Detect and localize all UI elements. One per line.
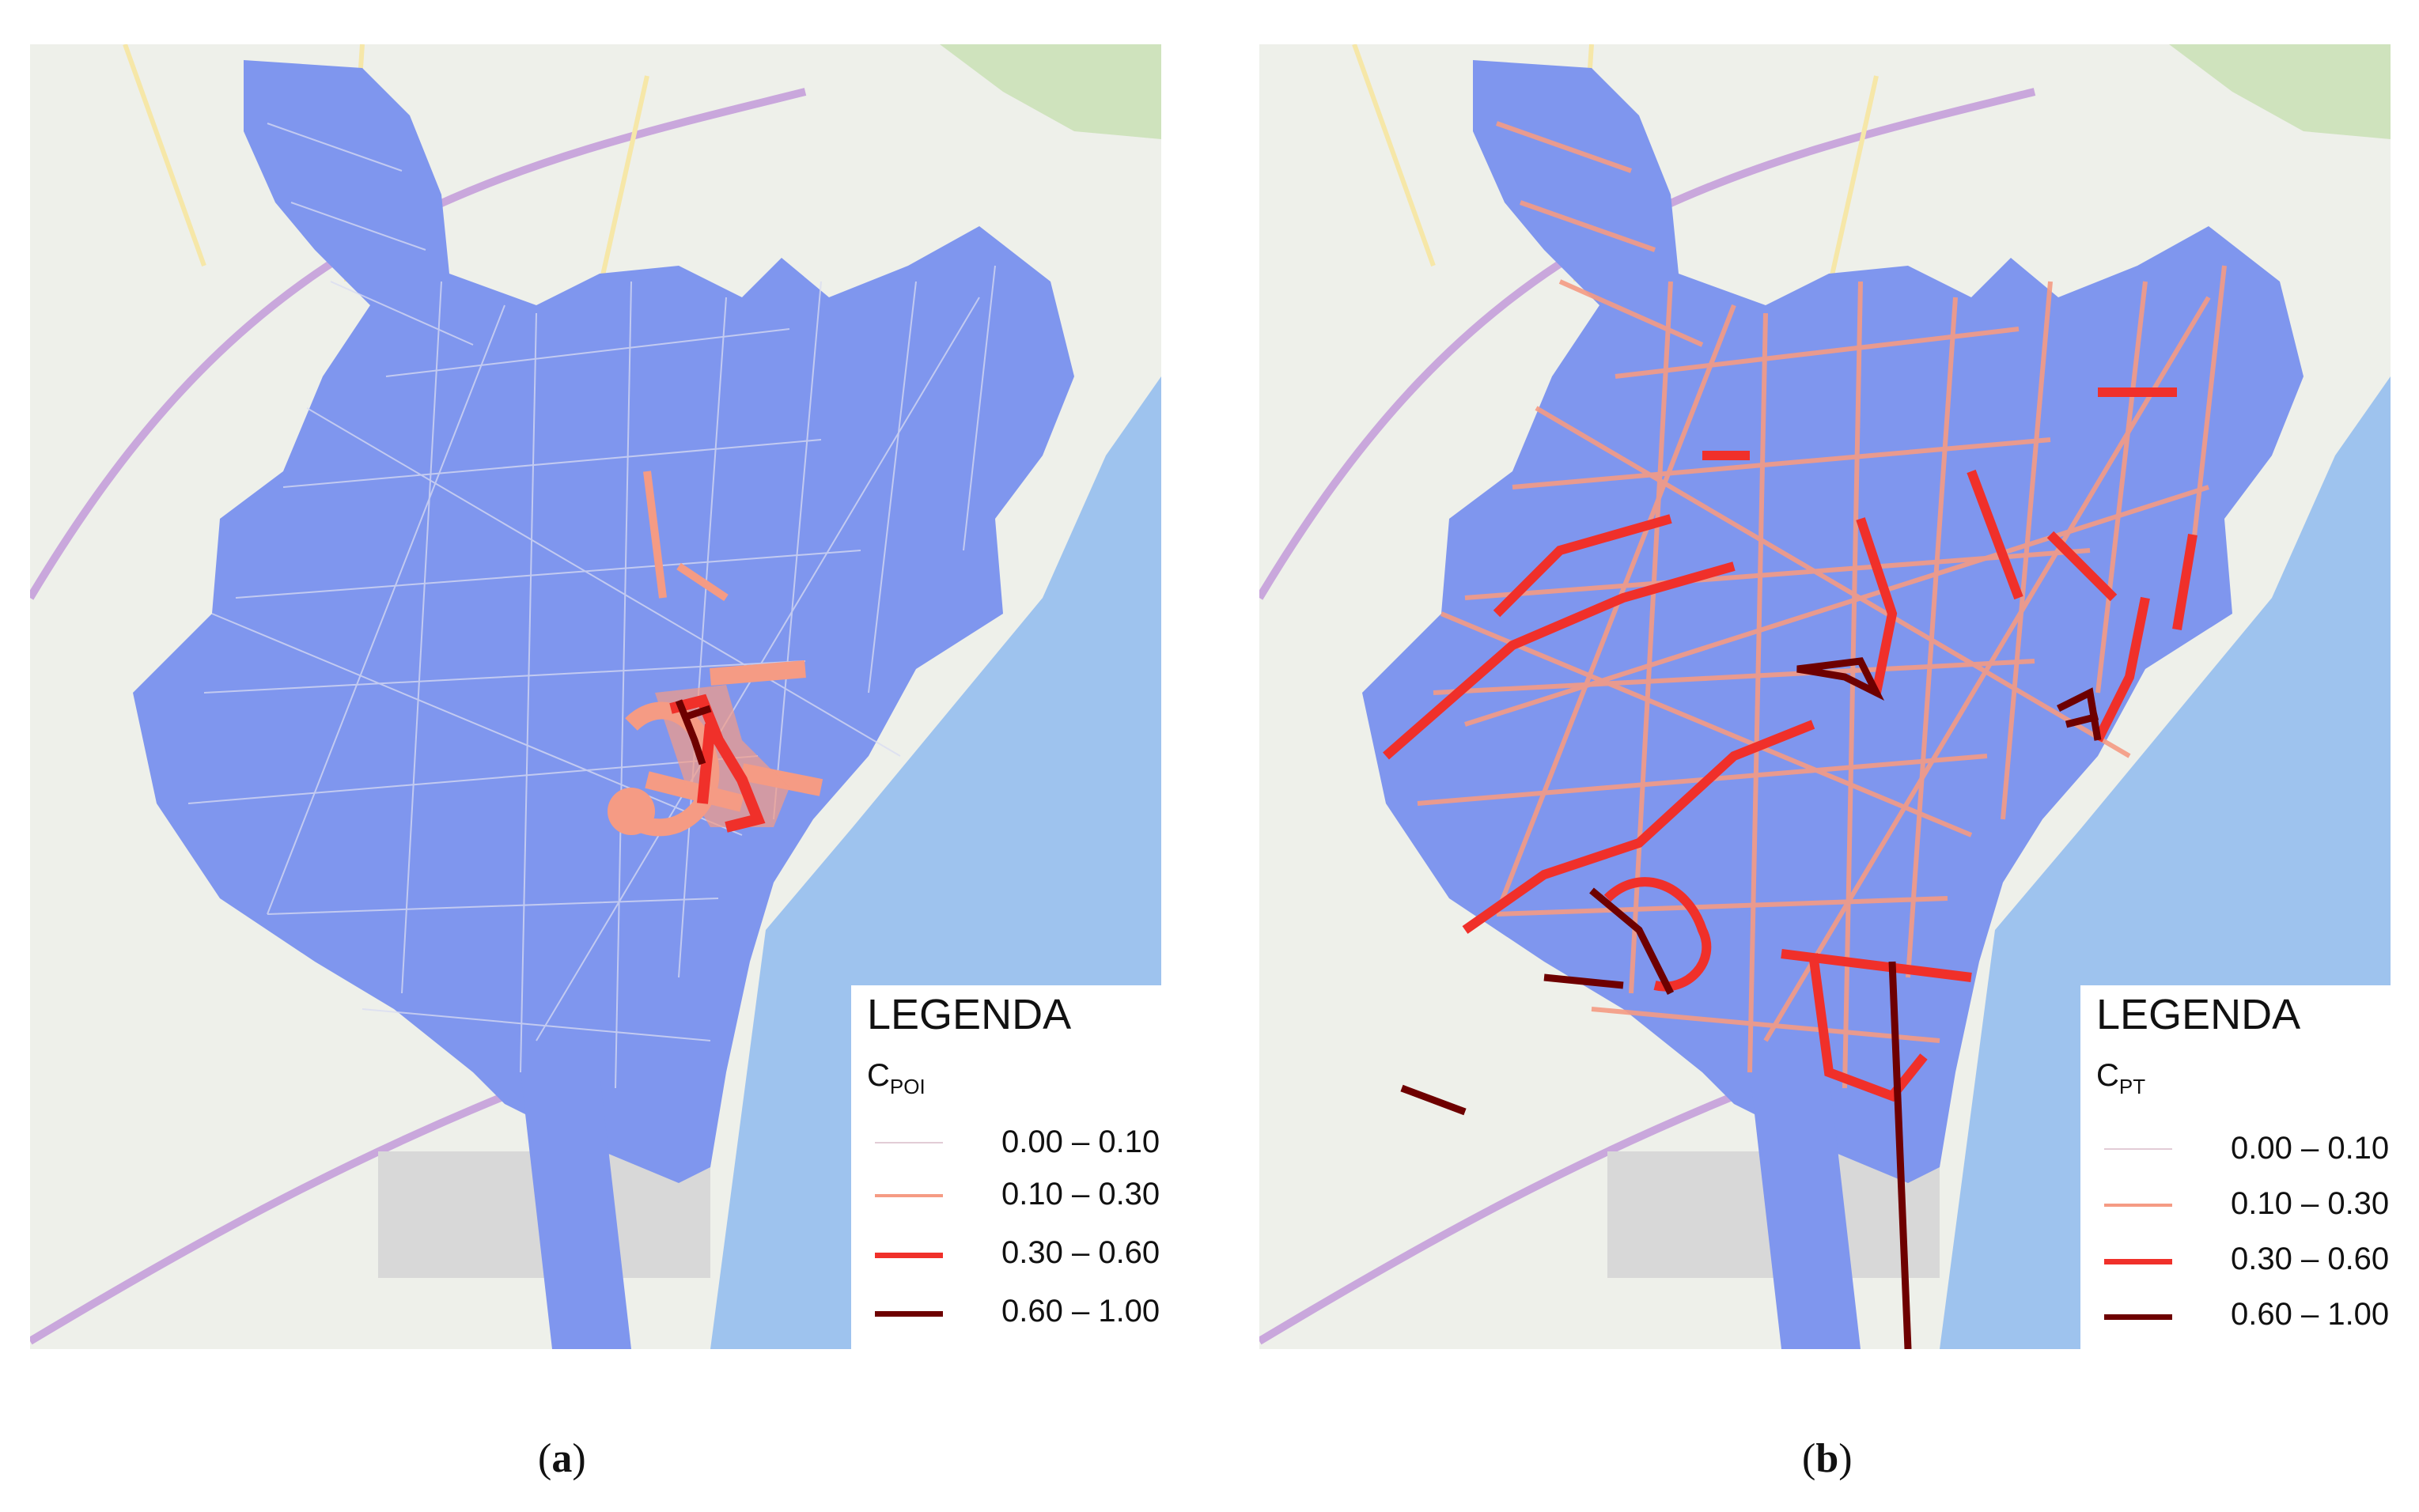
caption-a: (a) [538,1435,586,1482]
legend-class-1: 0.00 – 0.10 [867,1120,1160,1167]
legend-class-4: 0.60 – 1.00 [2096,1292,2389,1340]
legend-a: LEGENDA CPOI 0.00 – 0.10 0.10 – 0.30 0.3… [851,985,1161,1349]
caption-letter: b [1815,1436,1839,1481]
highway-south [30,1092,506,1345]
legend-class-3: 0.30 – 0.60 [2096,1237,2389,1284]
highway-south [1259,1092,1736,1345]
map-panel-a: LEGENDA CPOI 0.00 – 0.10 0.10 – 0.30 0.3… [30,44,1161,1349]
legend-swatch [875,1311,943,1317]
caption-close-paren: ) [572,1436,586,1481]
accessibility-lines-a [608,471,823,837]
caption-open-paren: ( [538,1436,552,1481]
accessibility-lines-b-high [1400,657,2102,1349]
legend-swatch [2104,1148,2172,1150]
caption-b: (b) [1802,1435,1853,1482]
legend-swatch [875,1253,943,1258]
legend-variable-subscript: POI [889,1075,926,1098]
legend-variable-main: C [2096,1058,2119,1093]
legend-variable: CPOI [867,1058,926,1099]
legend-class-label: 0.10 – 0.30 [2231,1186,2390,1221]
legend-swatch [2104,1314,2172,1320]
legend-title: LEGENDA [867,991,1072,1038]
legend-variable-main: C [867,1058,890,1093]
legend-variable-subscript: PT [2118,1075,2146,1098]
accessibility-lines-b-low [1417,121,2227,1089]
legend-class-label: 0.30 – 0.60 [1001,1235,1160,1270]
map-panel-b: LEGENDA CPT 0.00 – 0.10 0.10 – 0.30 0.30… [1259,44,2391,1349]
city-area-south [521,1072,631,1349]
caption-open-paren: ( [1802,1436,1816,1481]
legend-swatch [2104,1259,2172,1264]
legend-class-label: 0.00 – 0.10 [1001,1125,1160,1159]
legend-class-label: 0.60 – 1.00 [2231,1297,2390,1332]
legend-variable: CPT [2096,1058,2145,1099]
legend-class-label: 0.10 – 0.30 [1001,1177,1160,1211]
road-network [187,123,996,1089]
legend-class-2: 0.10 – 0.30 [867,1172,1160,1219]
legend-title: LEGENDA [2096,991,2301,1038]
legend-class-label: 0.60 – 1.00 [1001,1294,1160,1329]
accessibility-lines-b-mid [1383,387,2198,1102]
legend-class-1: 0.00 – 0.10 [2096,1126,2389,1174]
legend-class-4: 0.60 – 1.00 [867,1289,1160,1336]
caption-close-paren: ) [1838,1436,1853,1481]
legend-swatch [875,1194,943,1197]
legend-swatch [875,1142,943,1143]
legend-class-2: 0.10 – 0.30 [2096,1181,2389,1229]
basemap-park [2169,44,2391,139]
city-area [133,60,1074,1183]
legend-swatch [2104,1204,2172,1207]
legend-class-label: 0.30 – 0.60 [2231,1242,2390,1276]
legend-class-label: 0.00 – 0.10 [2231,1131,2390,1166]
basemap-park [940,44,1161,139]
legend-b: LEGENDA CPT 0.00 – 0.10 0.10 – 0.30 0.30… [2080,985,2391,1349]
caption-letter: a [551,1436,573,1481]
city-area-south [1750,1072,1861,1349]
city-area [1362,60,2304,1183]
legend-class-3: 0.30 – 0.60 [867,1230,1160,1278]
